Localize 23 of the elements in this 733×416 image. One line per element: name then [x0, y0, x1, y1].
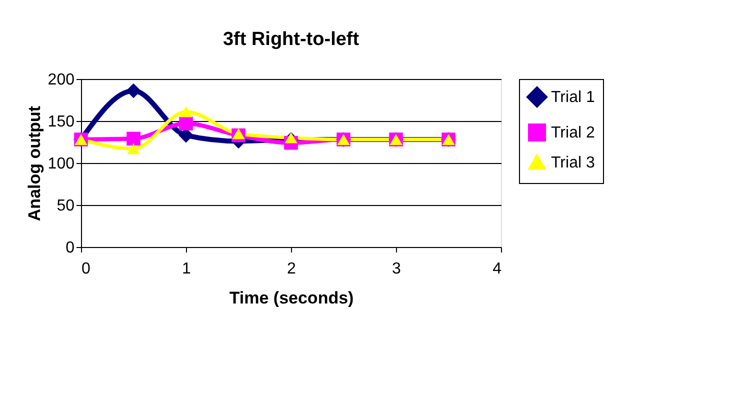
- point: [126, 132, 140, 146]
- y-tick-label: 200: [48, 72, 75, 88]
- point: [127, 143, 140, 154]
- x-tick-label: 0: [82, 260, 90, 278]
- x-tick-label: 4: [492, 260, 502, 278]
- y-tick-label: 100: [48, 156, 75, 172]
- point: [126, 83, 141, 98]
- y-axis-title: Analog output: [24, 106, 44, 222]
- legend-label: Trial 1: [551, 89, 595, 106]
- point: [179, 116, 193, 130]
- x-tick-label: 3: [392, 260, 402, 278]
- x-tick-label: 2: [287, 260, 296, 278]
- x-tick-label: 1: [182, 260, 192, 278]
- legend-label: Trial 3: [551, 154, 595, 172]
- chart-title: 3ft Right-to-left: [222, 29, 360, 50]
- point: [284, 132, 298, 144]
- legend-label: Trial 2: [551, 124, 595, 142]
- point: [180, 106, 192, 118]
- point: [232, 128, 245, 140]
- y-tick-label: 50: [56, 198, 75, 214]
- y-tick-label: 0: [66, 240, 75, 256]
- y-tick-label: 150: [48, 114, 75, 130]
- x-axis-title: Time (seconds): [229, 288, 354, 308]
